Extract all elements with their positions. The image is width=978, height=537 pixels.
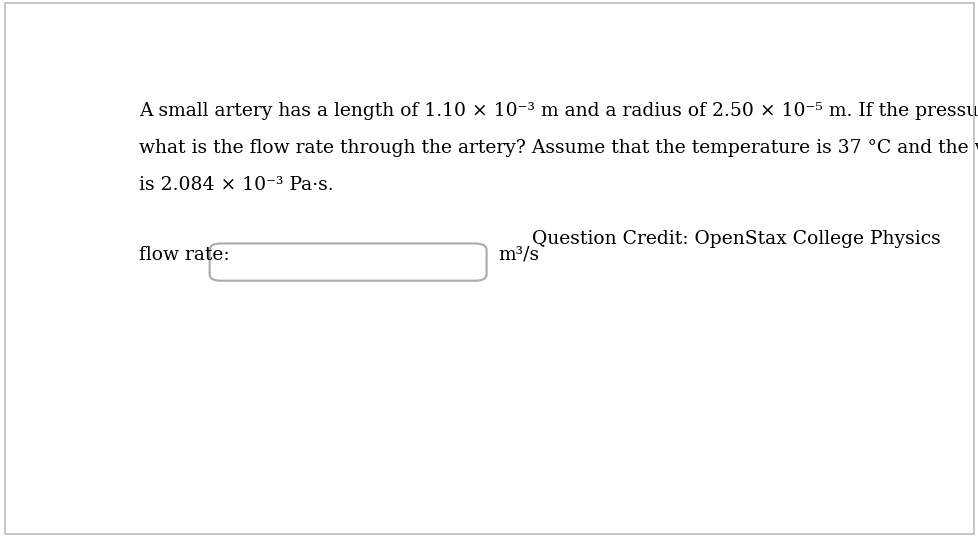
FancyBboxPatch shape — [209, 243, 486, 281]
Text: Question Credit: OpenStax College Physics: Question Credit: OpenStax College Physic… — [532, 230, 940, 248]
Text: what is the flow rate through the artery? Assume that the temperature is 37 °C a: what is the flow rate through the artery… — [139, 139, 978, 157]
Text: is 2.084 × 10⁻³ Pa·s.: is 2.084 × 10⁻³ Pa·s. — [139, 176, 333, 194]
Text: A small artery has a length of 1.10 × 10⁻³ m and a radius of 2.50 × 10⁻⁵ m. If t: A small artery has a length of 1.10 × 10… — [139, 101, 978, 120]
Text: flow rate:: flow rate: — [139, 245, 230, 264]
Text: m³/s: m³/s — [498, 245, 539, 264]
